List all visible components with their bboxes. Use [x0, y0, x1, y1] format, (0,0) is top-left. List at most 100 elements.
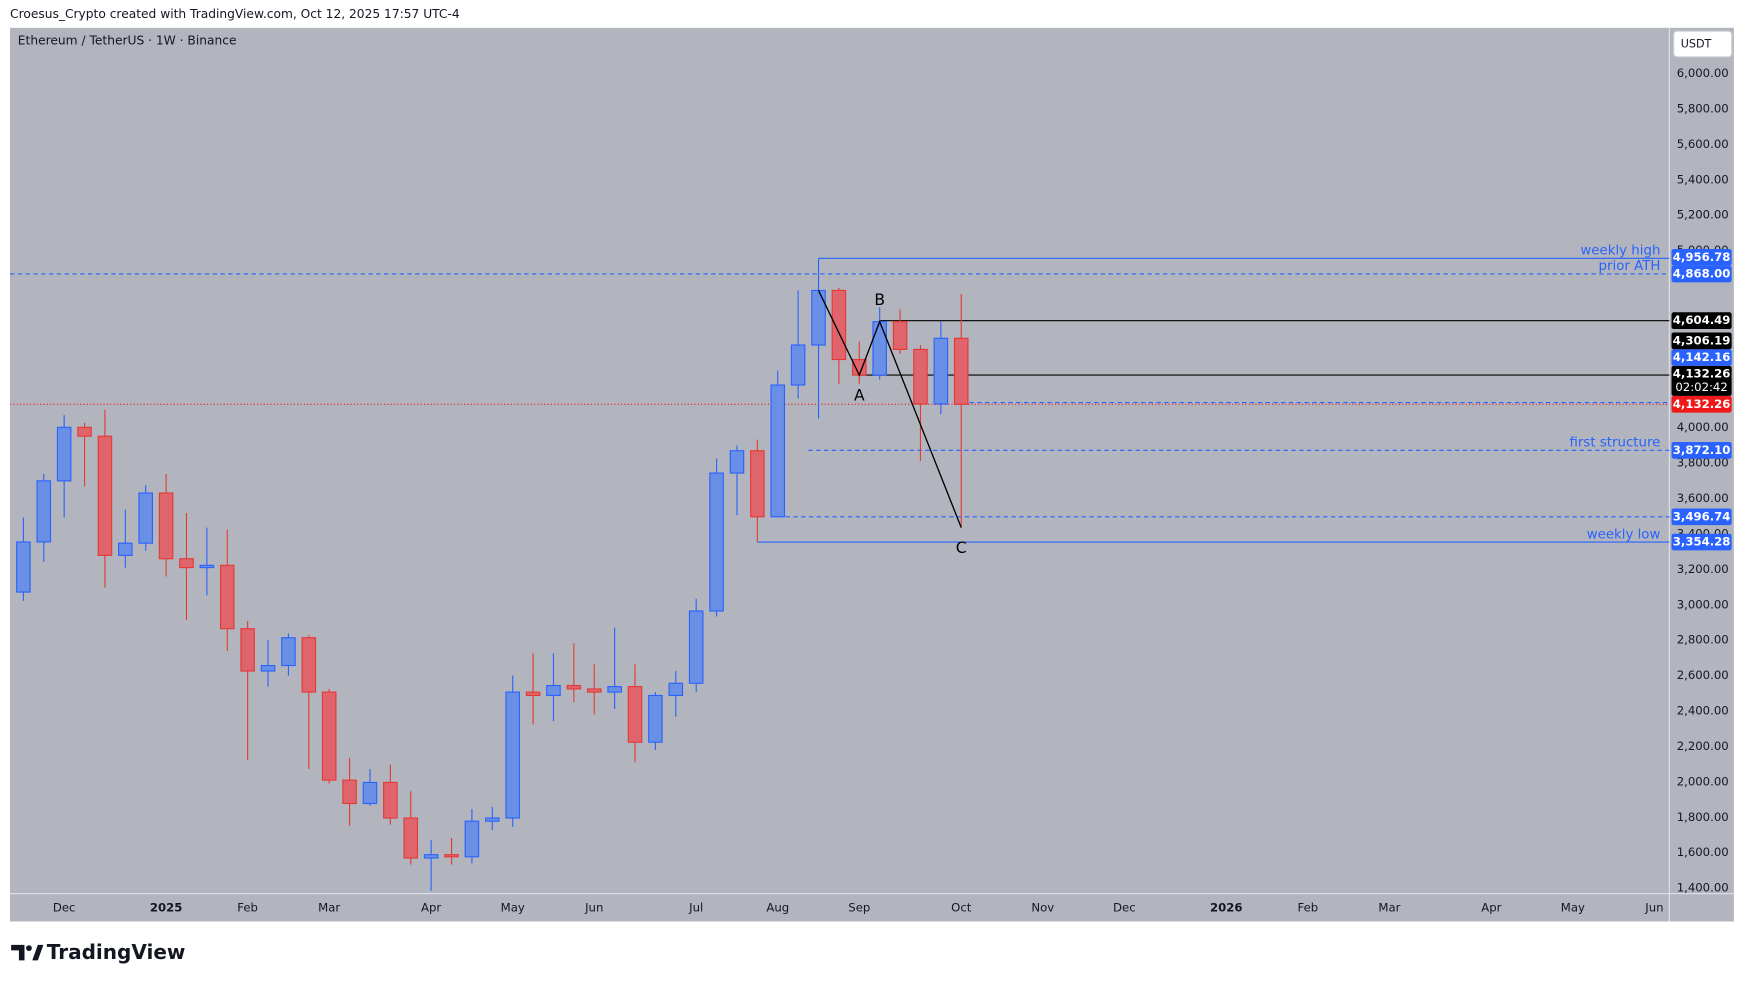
price-tag-label: 4,142.16: [1673, 350, 1731, 364]
price-tag-label: 3,354.28: [1673, 535, 1731, 549]
candle-body: [485, 817, 500, 822]
price-tag: [1671, 508, 1732, 526]
price-tag-label: 3,496.74: [1673, 509, 1731, 523]
price-tag: [1671, 533, 1732, 551]
candle-body: [138, 492, 153, 544]
candle-body: [750, 450, 765, 518]
price-tag-label: 4,868.00: [1673, 266, 1731, 280]
candle-body: [240, 628, 255, 672]
attribution: Croesus_Crypto created with TradingView.…: [10, 7, 460, 21]
x-tick-label: Nov: [1031, 901, 1054, 915]
y-tick-label: 2,600.00: [1677, 668, 1729, 682]
candle-body: [423, 854, 439, 859]
candle-body: [790, 344, 806, 386]
candle-body: [301, 637, 317, 693]
candle-body: [16, 541, 31, 593]
candle-body: [403, 817, 419, 859]
price-tag-label: 4,956.78: [1673, 250, 1731, 264]
price-tag-label: 4,132.26: [1673, 397, 1731, 411]
x-tick-label: Oct: [951, 901, 972, 915]
candle-body: [648, 694, 663, 743]
candle-body: [281, 637, 296, 667]
currency[interactable]: USDT: [1681, 38, 1712, 51]
y-tick-label: 3,600.00: [1677, 491, 1729, 505]
x-tick-label: Jul: [688, 901, 703, 915]
candle-body: [118, 542, 133, 556]
pattern-label: C: [956, 539, 967, 557]
level-name: weekly low: [1587, 527, 1661, 542]
y-tick-label: 1,400.00: [1677, 881, 1729, 895]
candle-body: [627, 686, 643, 743]
candle-body: [872, 321, 887, 376]
candle-body: [56, 426, 72, 482]
pattern-label: A: [854, 387, 865, 405]
price-tag: [1671, 248, 1732, 266]
price-tag: [1671, 349, 1732, 366]
y-tick-label: 2,800.00: [1677, 633, 1729, 647]
price-tag-label: 4,132.26: [1673, 367, 1731, 381]
candle-body: [831, 289, 847, 361]
candle-body: [464, 820, 480, 858]
candle-body: [688, 610, 704, 684]
candle-body: [97, 435, 113, 556]
y-tick-label: 2,400.00: [1677, 704, 1729, 718]
candle-body: [933, 337, 949, 405]
candle-body: [729, 450, 745, 474]
pattern-label: B: [874, 291, 885, 309]
price-tags: 3,354.28 3,496.74 3,872.10 4,132.26 4,132.26…: [1671, 248, 1732, 551]
x-tick-label: Dec: [53, 901, 76, 915]
countdown: 02:02:42: [1675, 380, 1727, 394]
brand-logo: [11, 944, 44, 961]
y-tick-label: 1,800.00: [1677, 810, 1729, 824]
x-tick-label: Sep: [848, 901, 870, 915]
candle-body: [586, 688, 602, 693]
price-tag: [1671, 395, 1732, 413]
y-tick-label: 2,200.00: [1677, 739, 1729, 753]
x-tick-label: Feb: [237, 901, 258, 915]
y-tick-label: 5,200.00: [1677, 208, 1729, 222]
x-tick-label: Apr: [421, 901, 441, 915]
level-name: prior ATH: [1599, 259, 1661, 274]
candle-body: [668, 682, 684, 697]
x-tick-label: 2026: [1210, 901, 1243, 915]
candle-body: [362, 781, 378, 805]
y-tick-label: 4,000.00: [1677, 420, 1729, 434]
y-tick-label: 2,000.00: [1677, 774, 1729, 788]
x-tick-label: May: [501, 901, 525, 915]
candle-body: [953, 337, 969, 405]
candle-body: [199, 564, 215, 569]
candle-body: [219, 564, 235, 630]
x-tick-label: Jun: [584, 901, 603, 915]
candle-body: [36, 480, 52, 543]
x-tick-label: Mar: [318, 901, 340, 915]
price-tag: [1671, 442, 1732, 459]
x-tick-label: Aug: [766, 901, 789, 915]
y-tick-label: 6,000.00: [1677, 66, 1729, 80]
candle-body: [913, 348, 928, 405]
candle-body: [525, 691, 541, 697]
price-tag: [1671, 365, 1732, 396]
y-tick-label: 5,400.00: [1677, 172, 1729, 186]
y-tick-label: 1,600.00: [1677, 845, 1729, 859]
candle-body: [607, 686, 622, 693]
symbol-title: Ethereum / TetherUS · 1W · Binance: [18, 34, 237, 48]
candle-body: [77, 426, 92, 437]
y-tick-label: 5,800.00: [1677, 101, 1729, 115]
candle-body: [342, 779, 357, 805]
price-tag-label: 3,872.10: [1673, 443, 1731, 457]
candle-body: [811, 289, 826, 346]
pattern-line: [817, 290, 962, 528]
candle-body: [158, 492, 174, 560]
currency-box[interactable]: [1673, 30, 1733, 58]
x-tick-label: 2025: [150, 901, 182, 915]
level-name: weekly high: [1580, 243, 1660, 258]
price-tag: [1671, 332, 1732, 350]
candle-body: [566, 684, 582, 690]
candle-body: [709, 472, 724, 612]
x-tick-label: Apr: [1481, 901, 1501, 915]
candle-body: [444, 854, 459, 858]
candles: [16, 258, 969, 891]
